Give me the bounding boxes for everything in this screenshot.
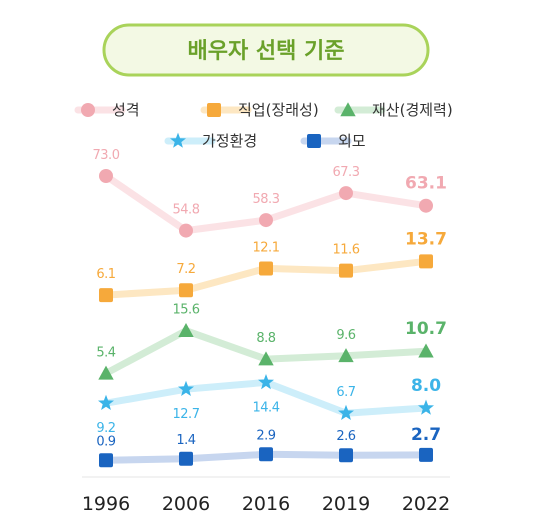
data-point <box>179 451 193 466</box>
legend-label: 재산(경제력) <box>372 101 453 119</box>
x-tick-label: 2022 <box>402 493 450 515</box>
data-point <box>178 380 194 396</box>
legend-marker <box>340 102 356 117</box>
x-tick-label: 2016 <box>242 493 290 515</box>
legend-label: 직업(장래성) <box>238 101 319 119</box>
legend-label: 외모 <box>338 132 366 150</box>
data-label: 14.4 <box>253 400 280 415</box>
legend: 성격 직업(장래성) 재산(경제력) 가정환경 외모 <box>74 101 453 150</box>
data-point <box>258 351 274 366</box>
data-label: 54.8 <box>173 203 200 218</box>
chart-title: 배우자 선택 기준 <box>188 39 345 64</box>
data-point <box>259 213 273 228</box>
legend-label: 가정환경 <box>202 132 257 150</box>
data-label: 8.8 <box>256 331 275 346</box>
data-point <box>259 447 273 462</box>
x-tick-label: 2019 <box>322 493 370 515</box>
data-point <box>419 447 433 462</box>
data-point <box>418 343 434 358</box>
data-point <box>98 365 114 380</box>
data-label: 13.7 <box>405 229 447 249</box>
data-labels: 73.0 54.8 58.3 67.3 63.1 6.1 7.2 12.1 11.6 13.7 5.… <box>93 148 447 449</box>
data-label: 11.6 <box>333 243 360 258</box>
data-label: 67.3 <box>333 165 360 180</box>
data-point <box>339 186 353 201</box>
data-label: 2.7 <box>411 425 441 445</box>
legend-marker <box>307 134 321 148</box>
data-point <box>419 198 433 213</box>
data-point <box>338 348 354 363</box>
data-label: 10.7 <box>405 319 447 339</box>
series-markers <box>98 169 434 468</box>
data-label: 15.6 <box>173 303 200 318</box>
data-point <box>99 453 113 468</box>
data-point <box>178 322 194 337</box>
data-label: 58.3 <box>253 192 280 207</box>
title-pill <box>102 23 430 77</box>
legend-marker <box>81 103 95 117</box>
data-label: 63.1 <box>405 174 447 194</box>
data-point <box>179 283 193 298</box>
data-label: 6.7 <box>336 385 355 400</box>
data-label: 9.6 <box>336 328 355 343</box>
data-label: 9.2 <box>96 421 115 436</box>
x-tick-label: 2006 <box>162 493 210 515</box>
data-point <box>339 263 353 278</box>
data-point <box>99 288 113 303</box>
data-label: 2.9 <box>256 428 275 443</box>
x-axis: 1996 2006 2016 2019 2022 <box>82 476 450 515</box>
x-tick-label: 1996 <box>82 493 130 515</box>
data-label: 7.2 <box>176 262 195 277</box>
data-point <box>99 169 113 183</box>
data-point <box>338 404 354 420</box>
data-label: 0.9 <box>96 434 115 449</box>
legend-marker <box>170 132 186 148</box>
data-label: 73.0 <box>93 148 120 163</box>
data-point <box>419 254 433 269</box>
data-label: 5.4 <box>96 345 115 360</box>
data-label: 2.6 <box>336 429 355 444</box>
data-label: 12.7 <box>173 407 200 422</box>
data-point <box>258 374 274 390</box>
data-label: 6.1 <box>96 267 115 282</box>
data-label: 8.0 <box>411 376 441 396</box>
data-point <box>418 399 434 415</box>
legend-marker <box>207 103 221 117</box>
data-point <box>98 394 114 410</box>
data-point <box>179 223 193 238</box>
data-point <box>339 448 353 463</box>
data-point <box>259 261 273 276</box>
legend-label: 성격 <box>112 101 140 119</box>
data-label: 12.1 <box>253 240 280 255</box>
data-label: 1.4 <box>176 433 195 448</box>
